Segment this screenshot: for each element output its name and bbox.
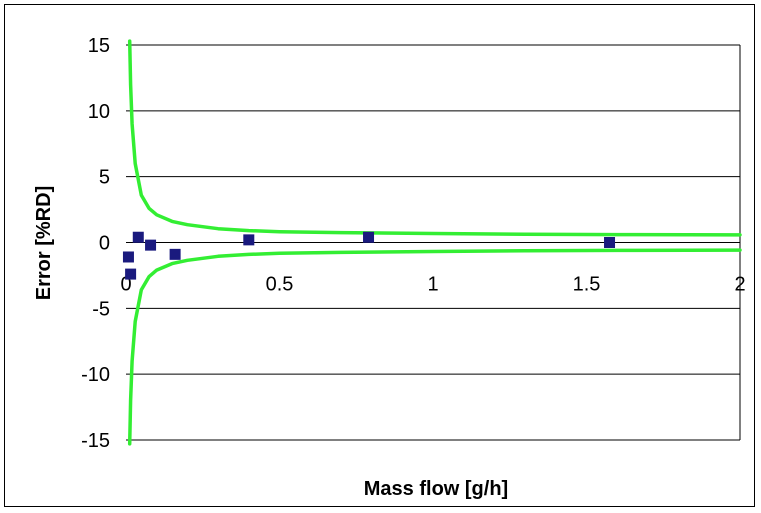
grid-lines xyxy=(126,44,741,441)
data-point xyxy=(243,234,255,246)
data-point xyxy=(122,251,134,263)
x-tick-label: 2 xyxy=(734,274,745,296)
x-tick-label: 1.5 xyxy=(573,274,601,296)
lower-bound-curve xyxy=(127,248,742,446)
data-point xyxy=(169,248,181,260)
y-tick-label: -15 xyxy=(81,430,110,452)
data-points xyxy=(122,231,616,280)
y-tick-label: 0 xyxy=(99,233,110,255)
data-point xyxy=(604,237,616,248)
x-axis-ticks: 0 0.5 1 1.5 2 xyxy=(120,274,745,296)
error-bound-curves xyxy=(127,39,742,446)
y-axis-title: Error [%RD] xyxy=(33,186,55,300)
y-tick-label: 15 xyxy=(88,35,110,57)
y-tick-label: -5 xyxy=(92,298,110,320)
data-point xyxy=(125,268,137,280)
x-tick-label: 1 xyxy=(427,274,438,296)
y-tick-label: 5 xyxy=(99,167,110,189)
y-tick-label: 10 xyxy=(88,101,110,123)
x-axis-title: Mass flow [g/h] xyxy=(364,478,508,500)
x-tick-label: 0 xyxy=(120,274,131,296)
data-point xyxy=(145,239,157,251)
x-tick-label: 0.5 xyxy=(266,274,294,296)
data-point xyxy=(132,231,144,243)
upper-bound-curve xyxy=(127,39,742,237)
data-point xyxy=(363,231,375,243)
y-tick-label: -10 xyxy=(81,364,110,386)
y-axis-ticks: 15 10 5 0 -5 -10 -15 xyxy=(81,35,110,452)
